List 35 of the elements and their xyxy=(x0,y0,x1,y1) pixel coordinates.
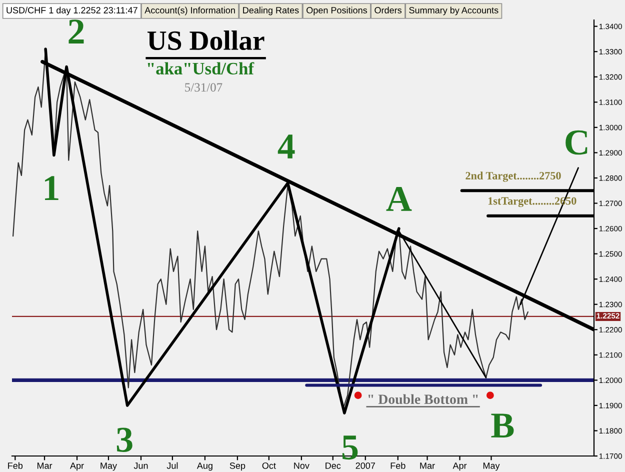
annotation: 2nd Target........2750 xyxy=(466,172,561,182)
annotation: 3 xyxy=(116,428,132,452)
x-tick-label: Nov xyxy=(294,462,310,469)
x-tick-label: 2007 xyxy=(356,462,375,469)
x-tick-label: Mar xyxy=(420,462,435,469)
annotation: B xyxy=(491,414,514,438)
text: Summary by Accounts xyxy=(409,6,498,16)
x-tick-label: Oct xyxy=(262,462,276,469)
x-tick-label: Sep xyxy=(230,462,246,471)
annotation: 4 xyxy=(278,134,295,158)
chart-title: US Dollar xyxy=(147,30,264,50)
text: Account(s) Information xyxy=(144,6,235,16)
text: Dealing Rates xyxy=(243,6,299,16)
annotation: " Double Bottom " xyxy=(368,394,478,404)
text: "aka"Usd/Chf xyxy=(148,62,254,74)
annotation: C xyxy=(566,130,588,155)
x-tick-label: Jun xyxy=(134,462,148,469)
annotation: 2 xyxy=(68,20,84,44)
x-tick-label: Apr xyxy=(70,462,84,471)
text: USD/CHF 1 day 1.2252 23:11:47 xyxy=(6,6,138,16)
annotation: 5 xyxy=(342,436,358,460)
x-tick-label: May xyxy=(100,462,117,471)
annotation: 1 xyxy=(45,176,58,200)
x-tick-label: Feb xyxy=(8,462,23,469)
annotation: A xyxy=(386,186,412,211)
x-tick-label: Jul xyxy=(166,462,178,469)
x-tick-label: Dec xyxy=(326,462,341,469)
x-tick-label: Aug xyxy=(196,462,212,471)
text: Open Positions xyxy=(306,6,368,16)
text: Orders xyxy=(374,6,402,14)
x-tick-label: May xyxy=(483,462,500,471)
annotation: 5/31/07 xyxy=(185,83,222,92)
x-tick-label: Mar xyxy=(37,462,52,469)
x-tick-label: Apr xyxy=(452,462,467,471)
x-tick-label: Feb xyxy=(390,462,406,469)
